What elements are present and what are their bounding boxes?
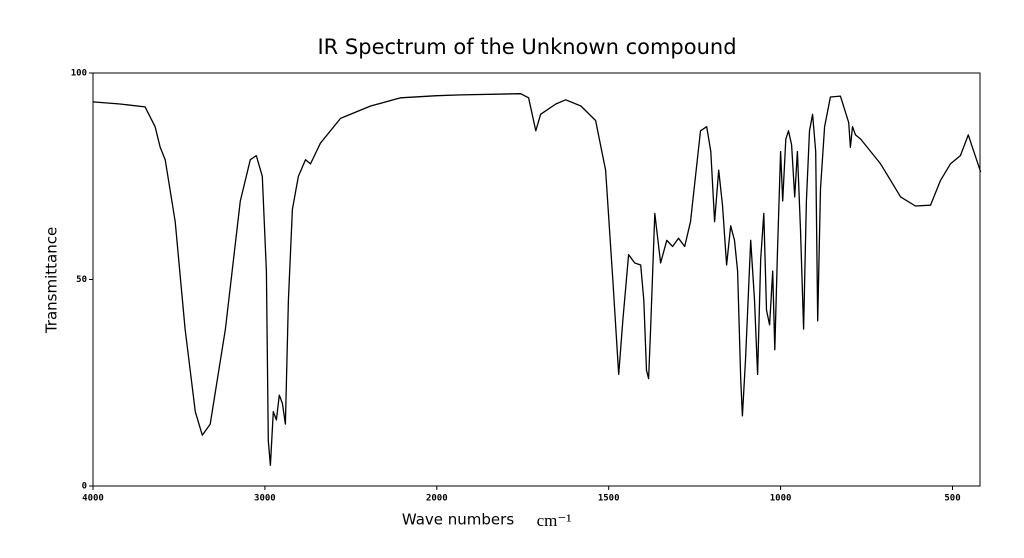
x-axis-label: Wave numbers — [402, 511, 514, 529]
spectrum-line — [92, 93, 982, 467]
plot-frame — [92, 72, 981, 487]
x-tick-label: 4000 — [82, 494, 104, 504]
y-axis-label: Transmittance — [43, 227, 61, 334]
x-tick-label: 2000 — [426, 494, 448, 504]
x-tick-label: 500 — [944, 494, 960, 504]
chart-title: IR Spectrum of the Unknown compound — [317, 35, 736, 59]
y-tick-label: 50 — [76, 275, 87, 285]
y-tick-label: 100 — [71, 69, 87, 79]
y-tick-label: 0 — [82, 482, 87, 492]
x-tick-label: 1000 — [770, 494, 792, 504]
x-axis-unit: cm⁻¹ — [537, 511, 572, 530]
x-tick-label: 3000 — [254, 494, 276, 504]
x-tick-label: 1500 — [598, 494, 620, 504]
